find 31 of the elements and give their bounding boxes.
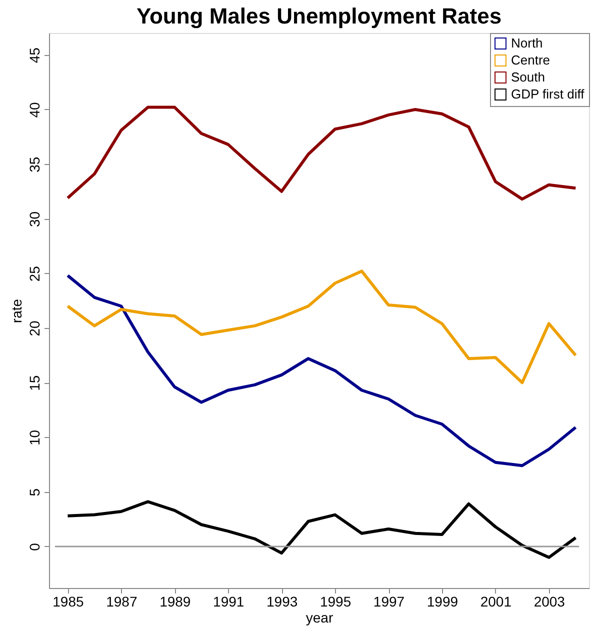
x-tick-label: 1985	[52, 594, 84, 610]
y-axis-title: rate	[8, 298, 24, 324]
legend-label: South	[511, 70, 545, 84]
x-tick-label: 1987	[106, 594, 138, 610]
legend-label: GDP first diff	[511, 86, 585, 102]
line-series	[66, 270, 578, 384]
x-tick-label: 1997	[373, 594, 405, 610]
y-tick-label: 0	[26, 542, 42, 551]
x-axis-title: year	[306, 610, 334, 626]
line-series	[66, 106, 578, 201]
y-tick-label: 40	[26, 102, 42, 118]
y-tick-label: 25	[26, 266, 42, 282]
y-tick-label: 30	[26, 211, 42, 228]
legend-label: North	[511, 36, 543, 50]
line-series	[66, 500, 578, 559]
y-tick-label: 10	[26, 430, 42, 446]
line-series	[66, 274, 578, 468]
x-tick-label: 1993	[266, 594, 298, 610]
y-tick-label: 20	[26, 320, 42, 336]
y-tick-label: 15	[26, 375, 42, 391]
y-tick-label: 45	[26, 47, 42, 64]
x-tick-label: 1999	[426, 594, 458, 610]
x-tick-label: 1995	[320, 594, 352, 610]
x-tick-label: 1989	[160, 594, 191, 610]
y-tick-label: 35	[26, 156, 42, 172]
y-tick-label: 5	[26, 488, 42, 496]
x-tick-label: 1991	[213, 594, 244, 610]
x-tick-label: 2003	[534, 594, 566, 610]
legend-label: Centre	[511, 52, 550, 68]
chart-title: Young Males Unemployment Rates	[136, 4, 502, 28]
x-tick-label: 2001	[480, 594, 512, 610]
